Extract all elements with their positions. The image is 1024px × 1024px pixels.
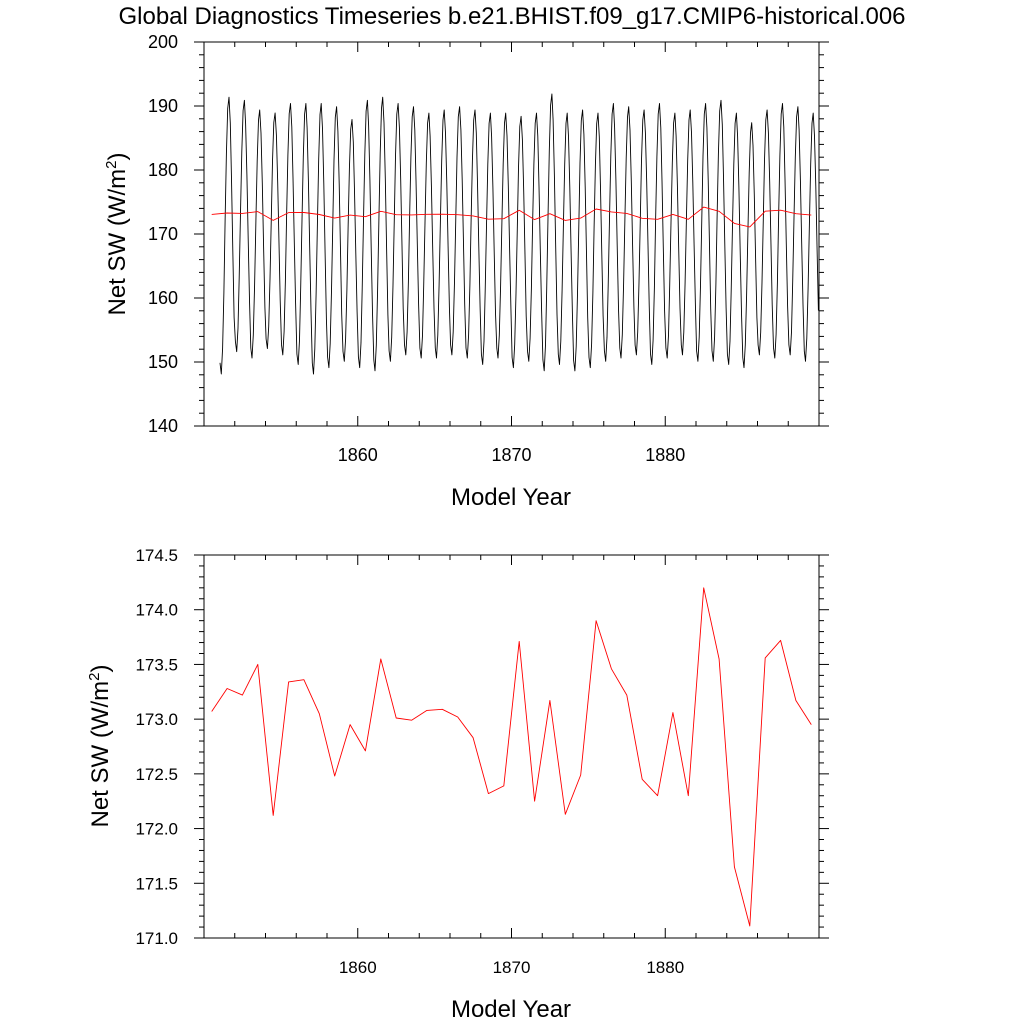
y-tick-label: 171.0 — [135, 929, 178, 948]
y-tick-label: 160 — [148, 288, 178, 308]
panel-annual-mean: 1860 1870 1880 171.0 171.5 172.0 172.5 173.0 173… — [86, 546, 829, 1023]
y-axis-label-bottom: Net SW (W/m2) — [86, 665, 114, 828]
y-tick-label: 180 — [148, 160, 178, 180]
x-tick-label: 1870 — [491, 445, 531, 465]
y-tick-label: 150 — [148, 352, 178, 372]
y-tick-label: 140 — [148, 416, 178, 436]
series-lines-bottom — [211, 587, 812, 927]
y-tick-label: 172.5 — [135, 765, 178, 784]
x-tick-label: 1880 — [646, 958, 684, 977]
x-tick-label: 1860 — [338, 445, 378, 465]
figure-title: Global Diagnostics Timeseries b.e21.BHIS… — [118, 3, 905, 30]
x-tick-label: 1860 — [339, 958, 377, 977]
series-line-annual-mean — [211, 206, 812, 228]
y-tick-label: 173.5 — [135, 655, 178, 674]
y-tick-label: 174.0 — [135, 601, 178, 620]
tick-labels-top: 1860 1870 1880 140 150 160 170 180 190 200 — [148, 32, 685, 465]
tick-marks-bottom — [194, 554, 829, 939]
tick-marks-top — [194, 41, 829, 427]
panel-monthly-timeseries: 1860 1870 1880 140 150 160 170 180 190 200 Model … — [103, 32, 829, 511]
y-tick-label: 172.0 — [135, 820, 178, 839]
y-tick-label: 170 — [148, 224, 178, 244]
y-axis-label-top: Net SW (W/m2) — [103, 153, 131, 316]
x-axis-label-bottom: Model Year — [451, 996, 571, 1023]
plot-frame-bottom — [203, 554, 820, 939]
plot-frame-top — [203, 41, 820, 427]
series-line-annual-mean — [211, 587, 812, 927]
x-tick-label: 1880 — [645, 445, 685, 465]
series-line-monthly — [219, 93, 819, 375]
y-tick-label: 173.0 — [135, 710, 178, 729]
y-tick-label: 174.5 — [135, 546, 178, 565]
x-axis-label-top: Model Year — [451, 484, 571, 511]
y-tick-label: 171.5 — [135, 874, 178, 893]
tick-labels-bottom: 1860 1870 1880 171.0 171.5 172.0 172.5 173.0 173… — [135, 546, 684, 977]
x-tick-label: 1870 — [493, 958, 531, 977]
series-lines-top — [211, 93, 819, 375]
y-tick-label: 200 — [148, 32, 178, 52]
y-tick-label: 190 — [148, 96, 178, 116]
